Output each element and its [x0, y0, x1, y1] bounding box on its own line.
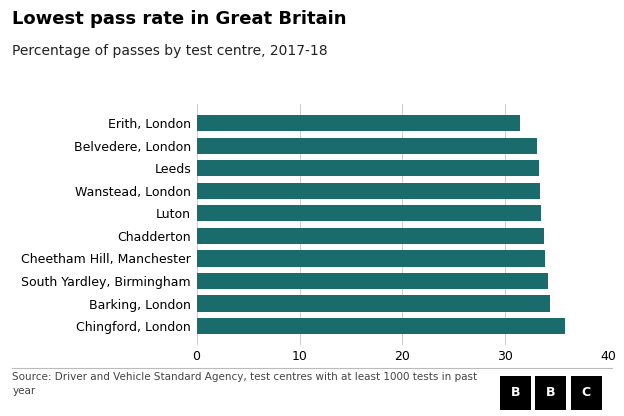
- FancyBboxPatch shape: [570, 376, 602, 410]
- Text: B: B: [510, 386, 520, 399]
- Text: B: B: [546, 386, 555, 399]
- Bar: [197, 205, 542, 221]
- Bar: [197, 138, 537, 154]
- Text: C: C: [582, 386, 591, 399]
- Bar: [197, 318, 565, 334]
- Bar: [197, 115, 520, 131]
- Text: Lowest pass rate in Great Britain: Lowest pass rate in Great Britain: [12, 10, 347, 28]
- Text: Source: Driver and Vehicle Standard Agency, test centres with at least 1000 test: Source: Driver and Vehicle Standard Agen…: [12, 372, 477, 396]
- Bar: [197, 228, 544, 244]
- Bar: [197, 295, 550, 312]
- FancyBboxPatch shape: [535, 376, 567, 410]
- Text: Percentage of passes by test centre, 2017-18: Percentage of passes by test centre, 201…: [12, 44, 328, 58]
- Bar: [197, 160, 539, 176]
- Bar: [197, 183, 540, 199]
- Bar: [197, 250, 545, 267]
- FancyBboxPatch shape: [500, 376, 531, 410]
- Bar: [197, 273, 548, 289]
